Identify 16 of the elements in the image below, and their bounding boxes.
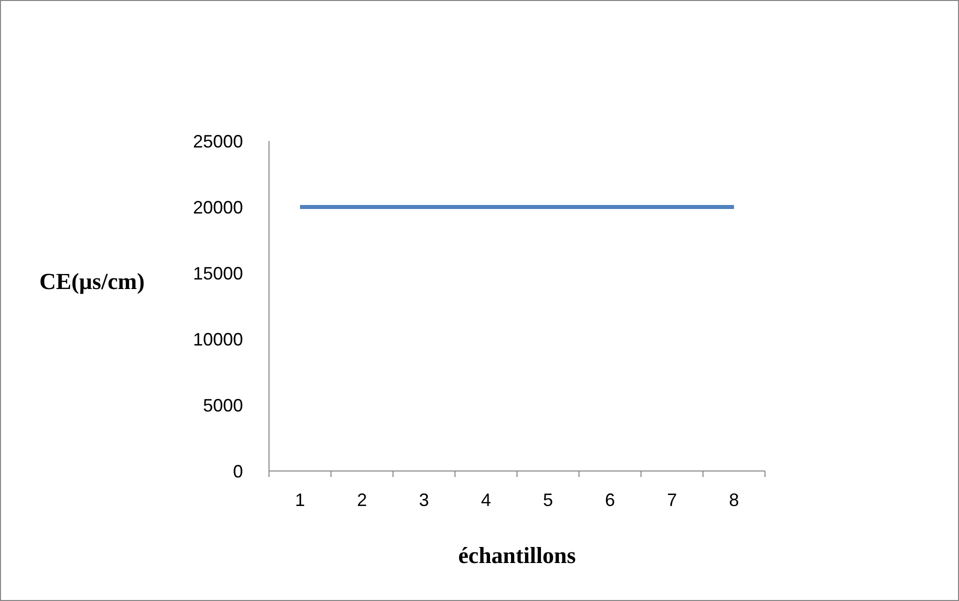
x-tick-label: 5 xyxy=(542,490,554,510)
y-axis-title: CE(µs/cm) xyxy=(39,269,145,294)
y-tick-label: 0 xyxy=(232,461,243,482)
x-tick-label: 3 xyxy=(418,490,430,510)
x-axis-title: échantillons xyxy=(458,543,576,568)
x-tick-label: 4 xyxy=(480,490,492,510)
y-tick-label: 25000 xyxy=(192,131,243,152)
x-tick-label: 2 xyxy=(356,490,368,510)
x-tick-label: 7 xyxy=(666,490,678,510)
x-tick-label: 1 xyxy=(294,490,306,510)
x-tick-label: 8 xyxy=(728,490,740,510)
y-tick-label: 20000 xyxy=(192,197,243,218)
y-tick-label: 15000 xyxy=(192,263,243,284)
y-tick-label: 10000 xyxy=(192,329,243,350)
x-tick-label: 6 xyxy=(604,490,616,510)
y-tick-label: 5000 xyxy=(202,395,243,416)
